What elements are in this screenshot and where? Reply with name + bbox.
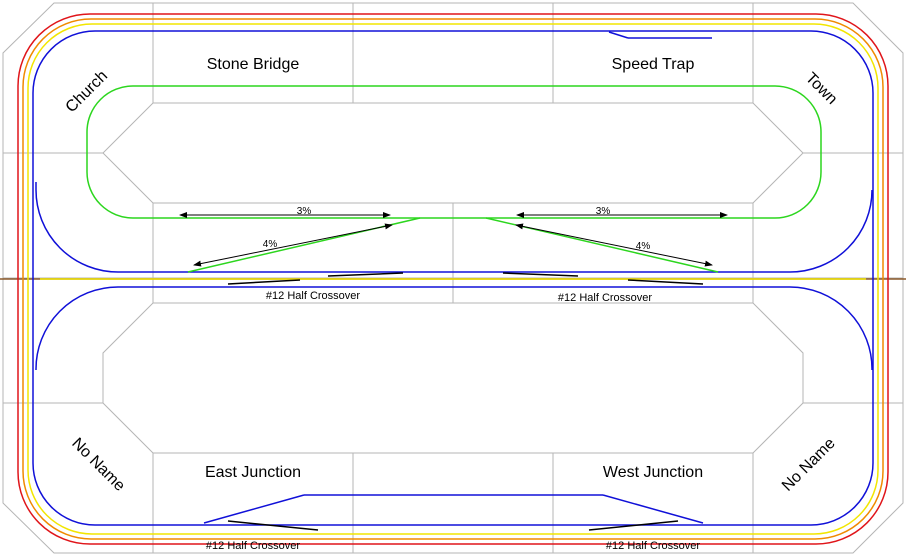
label-grade-right-4: 4% [636, 241, 651, 252]
upper-loop-green [86, 85, 822, 273]
label-grade-left-3: 3% [297, 206, 312, 217]
label-crossover-center-left: #12 Half Crossover [266, 290, 360, 302]
label-stone-bridge: Stone Bridge [207, 56, 300, 73]
label-town: Town [802, 70, 840, 108]
inner-main-blue [32, 30, 874, 526]
label-speed-trap: Speed Trap [612, 56, 695, 73]
orange-main [22, 18, 884, 540]
label-no-name-left: No Name [68, 435, 128, 495]
label-west-junction: West Junction [603, 464, 703, 481]
grade-arrow [515, 223, 713, 267]
label-crossover-bottom-left: #12 Half Crossover [206, 540, 300, 552]
lower-center-opening [102, 302, 804, 454]
outer-main-red [17, 13, 889, 545]
label-grade-left-4: 4% [263, 239, 278, 250]
label-church: Church [63, 68, 111, 116]
crossover-lines [227, 272, 704, 531]
label-crossover-bottom-right: #12 Half Crossover [606, 540, 700, 552]
label-east-junction: East Junction [205, 464, 301, 481]
grade-arrows [179, 212, 728, 267]
grade-arrow [193, 223, 393, 267]
upper-center-opening [102, 102, 804, 204]
label-grade-right-3: 3% [596, 206, 611, 217]
middle-main-yellow [27, 23, 879, 535]
label-no-name-right: No Name [779, 435, 839, 495]
label-crossover-center-right: #12 Half Crossover [558, 292, 652, 304]
